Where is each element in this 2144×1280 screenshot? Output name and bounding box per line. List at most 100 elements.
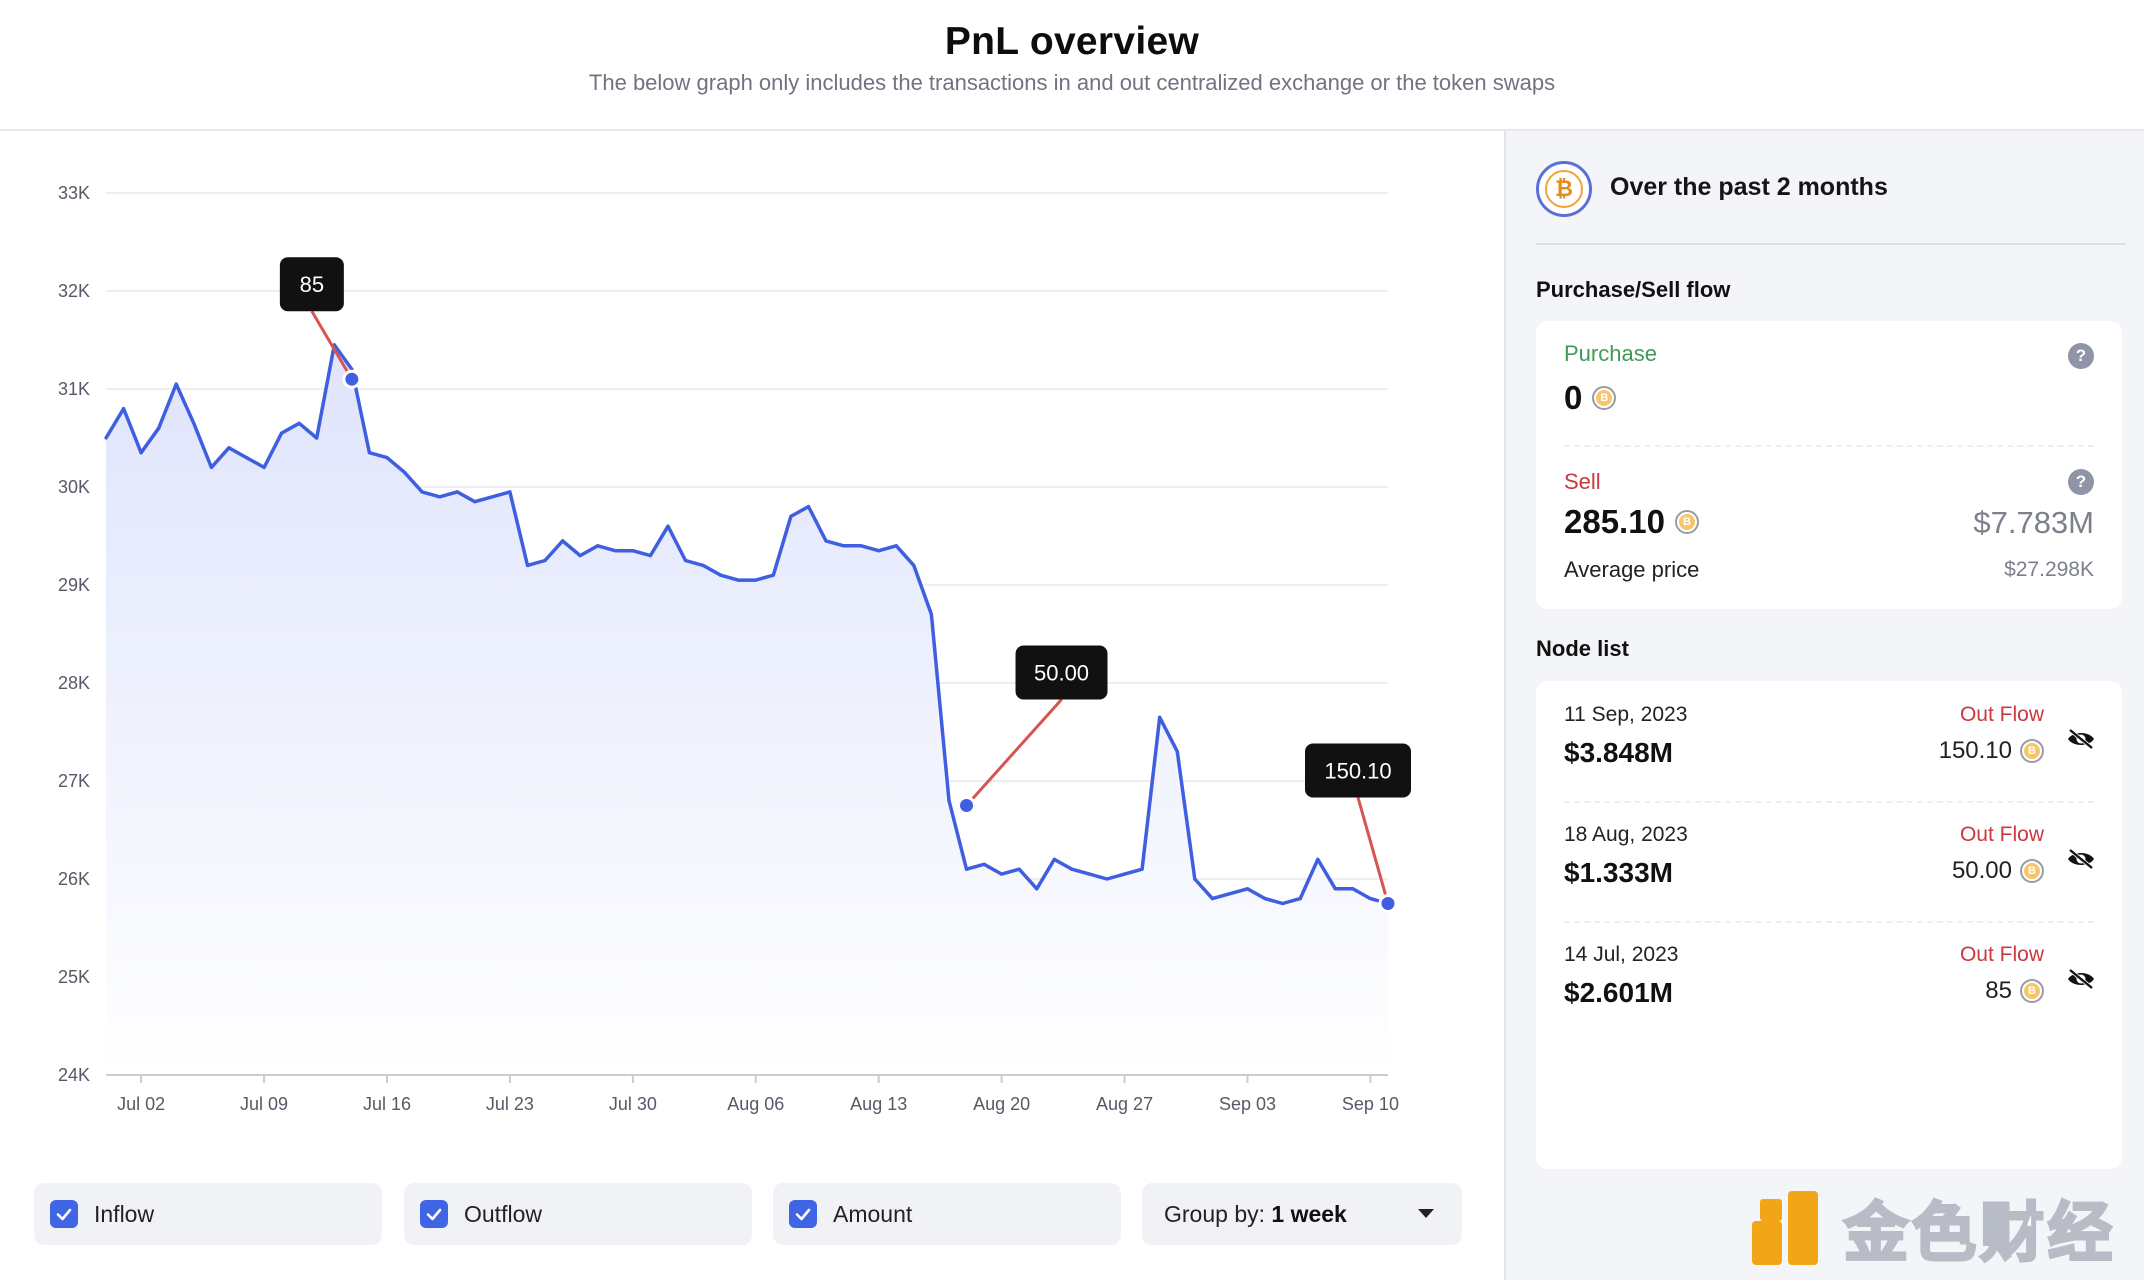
node-value: $3.848M <box>1564 737 1673 768</box>
price-point <box>1070 867 1074 871</box>
price-point <box>578 554 582 558</box>
watermark-logo <box>1752 1191 1826 1265</box>
price-point <box>1263 897 1267 901</box>
purchase-amount: 0 B <box>1564 379 1617 417</box>
summary-panel: ₿ Over the past 2 months Purchase/Sell f… <box>1504 131 2144 1280</box>
price-point <box>613 549 617 553</box>
y-tick-label: 29K <box>58 575 90 595</box>
price-point <box>1122 872 1127 876</box>
legend-amount-toggle[interactable]: Amount <box>773 1183 1121 1245</box>
node-date: 14 Jul, 2023 <box>1564 943 1679 966</box>
inflow-checkbox[interactable] <box>50 1200 78 1228</box>
pnl-line-chart[interactable]: 33K 32K 31K 30K 29K 28K 27K 26K 25K 24K Jul 02 Jul … <box>0 131 1504 1191</box>
bitcoin-coin-icon: B <box>1674 510 1699 534</box>
annotation-label: 85 <box>300 272 324 297</box>
eye-off-icon[interactable] <box>2066 727 2096 751</box>
node-amount: 50.00 B <box>1952 857 2044 885</box>
price-area <box>106 344 1388 1075</box>
group-by-select[interactable]: Group by: 1 week <box>1142 1183 1462 1245</box>
amount-checkbox[interactable] <box>789 1200 817 1228</box>
node-flow-type: Out Flow <box>1959 943 2044 966</box>
price-point <box>1140 867 1144 871</box>
divider <box>1564 801 2094 803</box>
price-line[interactable] <box>104 343 1389 906</box>
page-subtitle: The below graph only includes the transa… <box>588 70 1556 95</box>
chevron-down-icon <box>1418 1209 1434 1218</box>
eye-off-icon[interactable] <box>2066 967 2096 991</box>
price-point <box>192 421 196 425</box>
price-point <box>912 563 916 567</box>
watermark-text: 金色财经 <box>1843 1196 2116 1273</box>
price-point <box>280 431 284 435</box>
price-point <box>736 578 740 582</box>
price-point <box>262 465 266 469</box>
outflow-checkbox[interactable] <box>420 1200 448 1228</box>
price-point <box>683 558 688 563</box>
node-list-item[interactable]: 18 Aug, 2023 $1.333M Out Flow 50.00 B <box>1536 801 2122 921</box>
annotation-connector <box>1356 797 1390 904</box>
page-title: PnL overview <box>944 20 1200 63</box>
check-icon <box>56 1208 72 1221</box>
bitcoin-coin-icon: B <box>2020 859 2044 883</box>
price-point <box>420 490 424 494</box>
price-point <box>1000 872 1004 876</box>
annotation-connector <box>310 310 354 380</box>
flow-section-title: Purchase/Sell flow <box>1536 277 1731 302</box>
annotation-marker[interactable] <box>957 796 977 815</box>
price-point <box>859 544 863 548</box>
price-point <box>121 407 126 411</box>
price-point <box>1105 877 1109 881</box>
price-point <box>754 578 758 582</box>
help-icon[interactable]: ? <box>2068 343 2094 369</box>
eye-off-icon[interactable] <box>2066 847 2096 871</box>
y-tick-label: 28K <box>58 673 90 693</box>
price-point <box>543 558 547 563</box>
node-list-item[interactable]: 14 Jul, 2023 $2.601M Out Flow 85 B <box>1536 921 2122 1041</box>
price-point <box>209 465 213 469</box>
price-point <box>490 495 494 499</box>
annotation-callout[interactable] <box>1305 743 1411 798</box>
price-point <box>561 539 565 543</box>
price-point <box>877 549 881 553</box>
price-point <box>315 436 319 440</box>
x-tick-label: Sep 10 <box>1342 1094 1399 1114</box>
legend-inflow-toggle[interactable]: Inflow <box>34 1183 382 1245</box>
x-tick-label: Jul 09 <box>240 1094 288 1114</box>
annotation-callout[interactable] <box>1015 645 1108 700</box>
help-icon[interactable]: ? <box>2068 469 2094 495</box>
y-tick-label: 26K <box>58 869 90 889</box>
annotation-marker[interactable] <box>342 369 362 389</box>
price-point <box>139 451 143 455</box>
purchase-value: 0 <box>1564 379 1583 416</box>
node-date: 18 Aug, 2023 <box>1564 823 1688 846</box>
annotation-marker[interactable] <box>1378 894 1398 913</box>
x-tick-label: Jul 30 <box>609 1094 657 1114</box>
price-point <box>227 446 231 450</box>
sell-label: Sell <box>1564 469 1601 494</box>
price-point <box>596 544 600 548</box>
y-tick-label: 30K <box>58 477 90 497</box>
node-amount: 150.10 B <box>1939 737 2044 765</box>
price-point <box>964 867 969 871</box>
price-point <box>297 421 301 425</box>
price-point <box>157 426 161 430</box>
check-icon <box>426 1208 442 1221</box>
node-list-item[interactable]: 11 Sep, 2023 $3.848M Out Flow 150.10 B <box>1536 681 2122 801</box>
price-point <box>1298 897 1302 901</box>
price-point <box>455 490 459 494</box>
node-list-title: Node list <box>1536 636 1629 661</box>
price-point <box>1087 872 1092 876</box>
outflow-label: Outflow <box>464 1200 542 1227</box>
price-point <box>1175 750 1179 754</box>
price-point <box>719 573 723 577</box>
price-point <box>648 554 653 558</box>
legend-outflow-toggle[interactable]: Outflow <box>404 1183 752 1245</box>
price-point <box>1333 887 1337 891</box>
annotation-callout[interactable] <box>279 257 344 312</box>
price-point <box>771 573 775 577</box>
price-point <box>1035 887 1039 891</box>
x-tick-label: Sep 03 <box>1219 1094 1276 1114</box>
price-point <box>824 539 828 543</box>
bitcoin-coin-icon: B <box>1592 386 1617 410</box>
x-tick-label: Jul 02 <box>117 1094 165 1114</box>
